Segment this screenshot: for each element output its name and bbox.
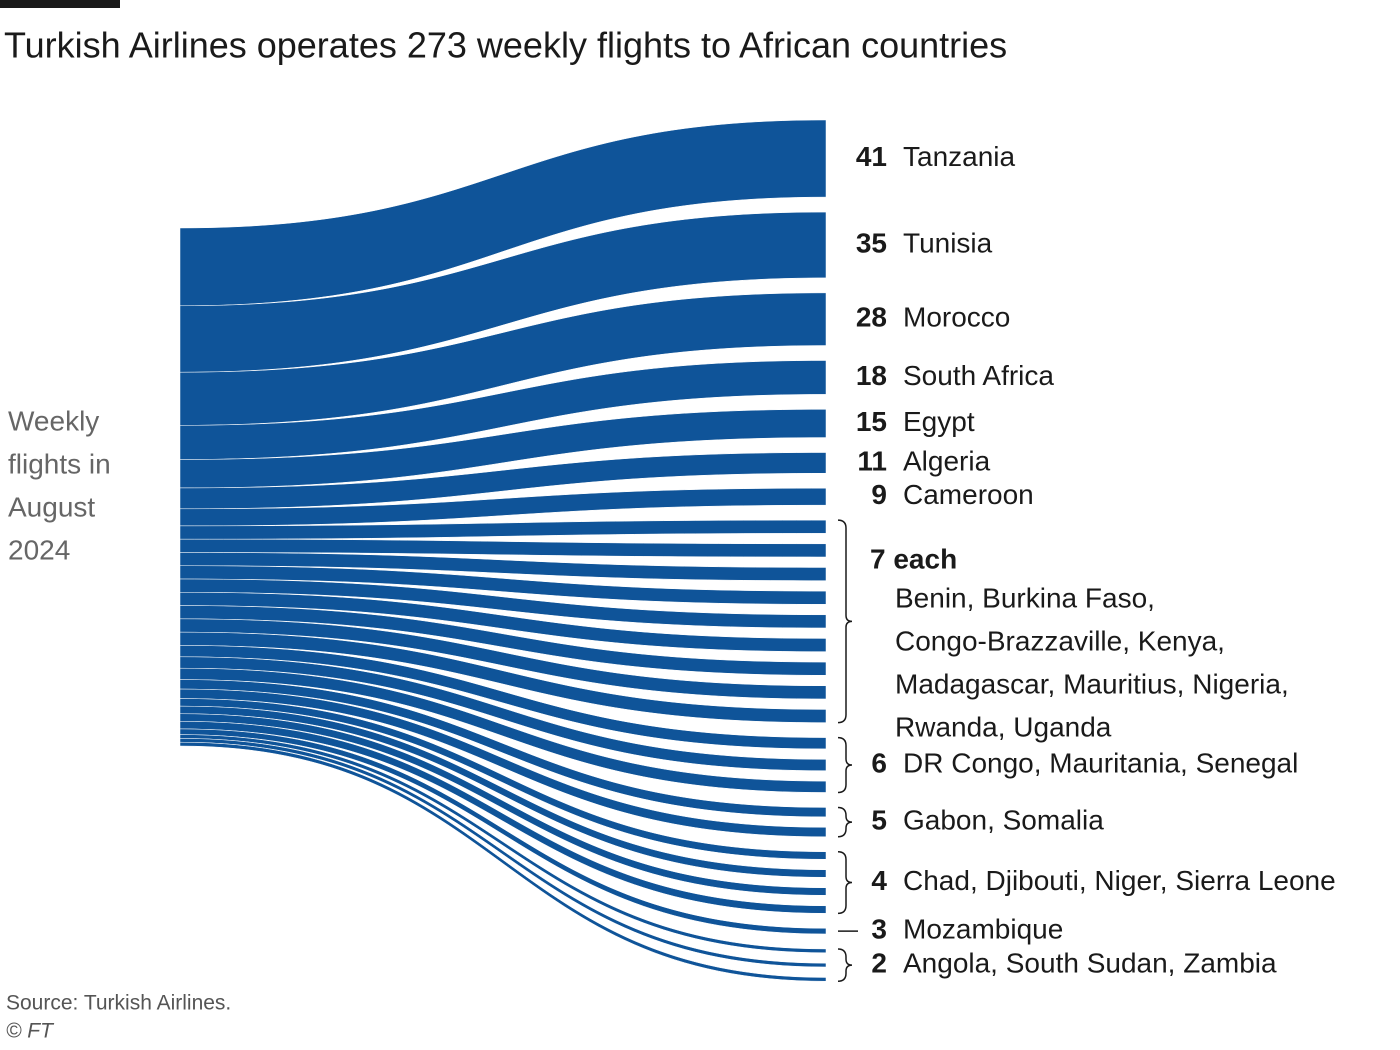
bracket [837,519,853,724]
flow-ribbon [179,688,827,837]
flow-ribbon [179,487,827,527]
value-label: 4 [871,865,887,896]
flow-ribbon [179,738,827,968]
flow-ribbon [179,698,827,860]
flow-ribbon [179,734,827,953]
country-label: Angola, South Sudan, Zambia [903,947,1277,978]
value-label: 6 [871,747,887,778]
flow-ribbon [179,592,827,652]
country-label: Morocco [903,302,1010,333]
axis-label: August [8,491,95,522]
value-label: 7 each [870,544,957,575]
flow-ribbon [179,519,827,540]
flow-ribbon [179,656,827,771]
flow-ribbon [179,741,827,982]
flow-ribbon [179,211,827,373]
axis-label: flights in [8,448,111,479]
bracket [837,806,853,838]
flow-ribbon [179,409,827,489]
value-label: 18 [856,360,887,391]
flow-ribbon [179,292,827,426]
value-label: 2 [871,947,887,978]
value-label: 41 [856,141,887,172]
flow-ribbon [179,605,827,676]
country-label: Mozambique [903,914,1063,945]
flow-ribbon [179,565,827,605]
flow-ribbon [179,578,827,629]
value-label: 3 [871,914,887,945]
flow-ribbon [179,667,827,793]
flow-ribbon [179,552,827,581]
country-label: Cameroon [903,479,1034,510]
value-label: 5 [871,804,887,835]
flow-ribbon [179,679,827,818]
country-label: Congo-Brazzaville, Kenya, [895,626,1225,657]
bracket [837,850,853,915]
country-label: Algeria [903,445,991,476]
flow-ribbon [179,721,827,914]
credit: © FT [6,1020,55,1043]
flow-ribbon [179,618,827,700]
flow-ribbon [179,728,827,935]
bracket [837,736,853,794]
flow-ribbon [179,452,827,510]
flow-ribbon [179,705,827,878]
country-label: DR Congo, Mauritania, Senegal [903,747,1298,778]
flow-ribbon [179,645,827,750]
value-label: 28 [856,302,887,333]
country-label: Tunisia [903,227,993,258]
country-label: Rwanda, Uganda [895,712,1112,743]
flow-ribbon [179,360,827,460]
chart-title: Turkish Airlines operates 273 weekly fli… [4,25,1007,66]
flow-ribbon [179,538,827,558]
bracket [837,948,853,982]
value-label: 35 [856,227,887,258]
axis-label: Weekly [8,405,99,436]
flow-ribbon [179,119,827,307]
country-label: Madagascar, Mauritius, Nigeria, [895,669,1289,700]
country-label: Egypt [903,406,975,437]
value-label: 11 [857,445,887,476]
source-note: Source: Turkish Airlines. [6,992,231,1015]
country-label: South Africa [903,360,1054,391]
value-label: 9 [871,479,887,510]
axis-label: 2024 [8,534,70,565]
value-label: 15 [856,406,887,437]
country-label: Chad, Djibouti, Niger, Sierra Leone [903,865,1336,896]
flow-ribbon [179,631,827,723]
country-label: Gabon, Somalia [903,804,1104,835]
top-bar [0,0,120,8]
country-label: Benin, Burkina Faso, [895,583,1155,614]
flow-ribbon [179,713,827,896]
country-label: Tanzania [903,141,1016,172]
